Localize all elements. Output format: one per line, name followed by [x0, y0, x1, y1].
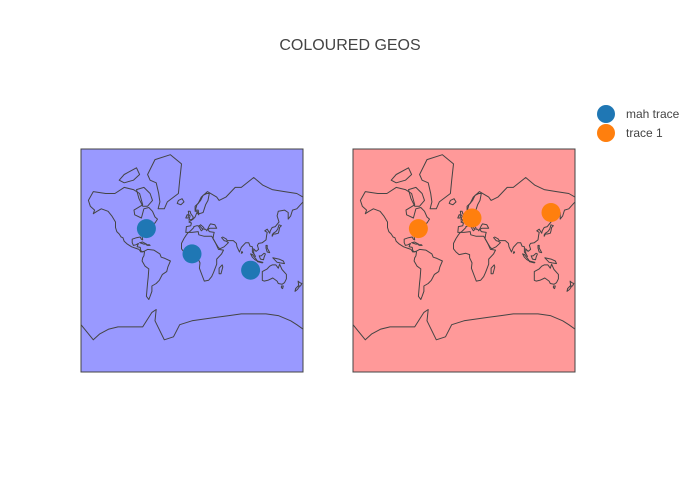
coastline-2	[408, 186, 425, 207]
legend-label-mah-trace: mah trace	[626, 107, 680, 121]
coastline-7	[185, 177, 303, 257]
coastline-17	[272, 257, 285, 265]
coastline-18	[265, 244, 271, 254]
chart-title: COLOURED GEOS	[279, 37, 420, 54]
coastlines-right	[353, 154, 575, 372]
coastline-0	[359, 186, 430, 253]
coastline-11	[176, 198, 185, 206]
coastline-23	[139, 241, 147, 245]
coastline-3	[390, 167, 413, 184]
coastline-16	[256, 260, 264, 264]
legend-marker-mah-trace	[597, 105, 615, 123]
legend-label-trace-1: trace 1	[626, 126, 663, 140]
coastline-10	[457, 214, 461, 219]
coastline-12	[271, 224, 282, 237]
coastline-21	[297, 280, 303, 287]
coastline-2	[136, 186, 153, 207]
coastline-8	[194, 193, 210, 215]
coastline-25	[81, 309, 303, 372]
legend: mah trace trace 1	[597, 105, 680, 142]
coastline-21	[569, 280, 575, 287]
coastline-24	[145, 244, 151, 246]
coastline-6	[490, 264, 496, 275]
legend-item-mah-trace[interactable]: mah trace	[597, 105, 680, 123]
coastline-12	[543, 224, 554, 237]
coastline-4	[413, 248, 443, 300]
coastline-19	[533, 263, 559, 285]
coastline-7	[457, 177, 575, 257]
coastline-15	[258, 252, 266, 261]
coastline-10	[185, 214, 189, 219]
coastlines-left	[81, 154, 303, 372]
legend-item-trace-1[interactable]: trace 1	[597, 124, 663, 142]
coastline-24	[417, 244, 423, 246]
coastline-11	[448, 198, 457, 206]
coastline-20	[552, 285, 556, 290]
coastline-9	[187, 210, 194, 221]
coastline-22	[566, 285, 572, 292]
coastline-15	[530, 252, 538, 261]
coastline-18	[537, 244, 543, 254]
marker-left-1[interactable]	[182, 244, 202, 264]
coastline-13	[240, 250, 244, 254]
coastline-4	[141, 248, 171, 300]
marker-left-0[interactable]	[136, 219, 156, 239]
marker-left-2[interactable]	[241, 260, 261, 280]
coastline-0	[87, 186, 158, 253]
coastline-5	[453, 231, 496, 282]
coastline-13	[512, 250, 516, 254]
coastline-6	[218, 264, 224, 275]
coastline-17	[544, 257, 557, 265]
coastline-1	[147, 154, 182, 210]
geo-frame-left	[80, 148, 304, 373]
geo-map-left[interactable]	[80, 148, 304, 373]
coastline-23	[411, 241, 419, 245]
markers-right[interactable]	[408, 203, 561, 239]
legend-marker-trace-1	[597, 124, 615, 142]
marker-right-0[interactable]	[408, 219, 428, 239]
coastline-20	[280, 285, 284, 290]
marker-right-2[interactable]	[541, 203, 561, 222]
coastline-1	[419, 154, 454, 210]
coastline-22	[294, 285, 300, 292]
marker-right-1[interactable]	[462, 208, 482, 228]
coastline-3	[118, 167, 141, 184]
geo-background-right	[353, 149, 575, 372]
geo-map-right[interactable]	[352, 148, 576, 373]
geo-frame-right	[352, 148, 576, 373]
markers-left[interactable]	[136, 219, 261, 280]
coastline-16	[528, 260, 536, 264]
coastline-19	[261, 263, 287, 285]
coastline-25	[353, 309, 575, 372]
